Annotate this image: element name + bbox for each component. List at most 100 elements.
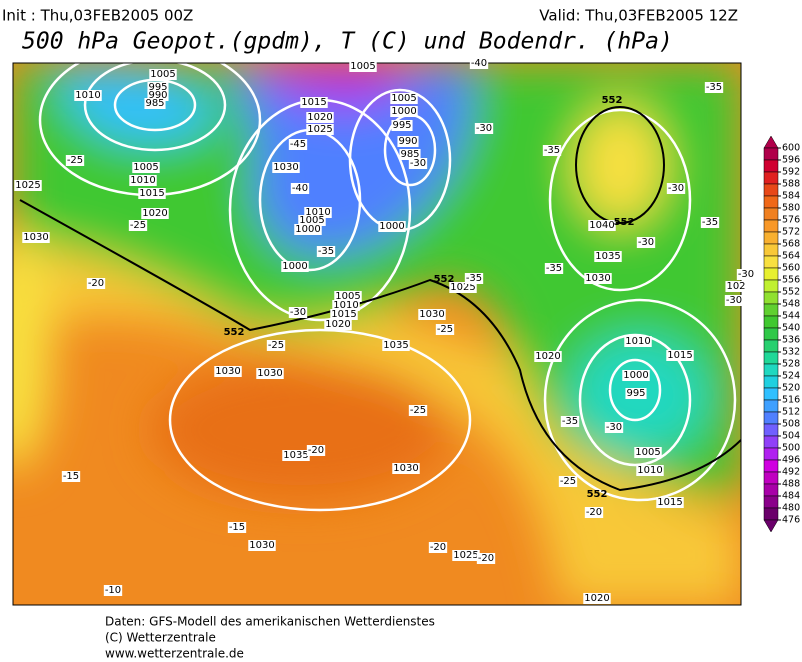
label-box	[656, 497, 684, 508]
contour-label: -20	[586, 507, 602, 518]
label-box	[141, 208, 169, 219]
contour-label: 1020	[325, 319, 350, 330]
colorbar-band	[763, 243, 779, 257]
init-time: Init : Thu,03FEB2005 00Z	[2, 7, 193, 25]
contour-label: -25	[410, 405, 426, 416]
label-box	[634, 447, 662, 458]
label-box	[399, 149, 421, 160]
contour-label: -25	[130, 220, 146, 231]
contour-label: 1010	[130, 175, 155, 186]
colorbar-tick-label: 496	[782, 455, 800, 466]
colorbar-band	[763, 195, 779, 209]
contour-label: 1015	[139, 188, 164, 199]
label-box	[542, 145, 562, 156]
contour-label: 1005	[350, 61, 375, 72]
colorbar-tick-label: 480	[782, 503, 800, 514]
label-box	[704, 82, 724, 93]
label-box	[584, 273, 612, 284]
label-box	[724, 295, 744, 306]
colorbar-tick-label: 584	[782, 191, 800, 202]
contour-label: -35	[318, 246, 334, 257]
label-box	[214, 366, 242, 377]
colorbar-band	[763, 255, 779, 269]
label-box	[560, 416, 580, 427]
colorbar-tick-label: 476	[782, 515, 800, 526]
label-box	[138, 188, 166, 199]
label-box	[464, 273, 484, 284]
contour-label: -35	[546, 263, 562, 274]
colorbar-band	[763, 411, 779, 425]
footer-line: (C) Wetterzentrale	[105, 631, 216, 645]
colorbar-tick-label: 600	[782, 143, 800, 154]
label-box	[583, 593, 611, 604]
colorbar-tick-label: 520	[782, 383, 800, 394]
label-box	[544, 263, 564, 274]
contour-label: -20	[88, 278, 104, 289]
label-box	[248, 540, 276, 551]
contour-label: 1005	[335, 291, 360, 302]
colorbar-tick-label: 512	[782, 407, 800, 418]
colorbar-band	[763, 207, 779, 221]
contour-label: 1035	[595, 251, 620, 262]
label-box	[452, 550, 480, 561]
label-box	[129, 175, 157, 186]
colorbar-tick-label: 572	[782, 227, 800, 238]
label-box	[144, 98, 166, 109]
contour-label: 552	[434, 274, 455, 285]
label-box	[288, 139, 308, 150]
colorbar-band	[763, 315, 779, 329]
valid-time: Valid: Thu,03FEB2005 12Z	[539, 7, 738, 25]
label-box	[408, 405, 428, 416]
map-frame	[12, 62, 742, 606]
contour-label: 1030	[249, 540, 274, 551]
contour-label: 1020	[584, 593, 609, 604]
contour-label: 1000	[623, 370, 648, 381]
label-box	[306, 445, 326, 456]
label-box	[604, 422, 624, 433]
contour-label: 552	[614, 217, 635, 228]
label-box	[397, 136, 419, 147]
colorbar-tick-label: 548	[782, 299, 800, 310]
colorbar-band	[763, 219, 779, 233]
label-box	[61, 471, 81, 482]
contour-label: -30	[290, 307, 306, 318]
label-box	[622, 370, 650, 381]
colorbar-tick-label: 528	[782, 359, 800, 370]
contour-label: 985	[400, 149, 419, 160]
colorbar-band	[763, 231, 779, 245]
contour-label: 1015	[331, 309, 356, 320]
contour-label: 995	[148, 82, 167, 93]
contour-label: -20	[308, 445, 324, 456]
label-box	[636, 465, 664, 476]
label-box	[304, 207, 332, 218]
contour-label: 1000	[282, 261, 307, 272]
contour-label: 1005	[133, 162, 158, 173]
contour-label: 1015	[657, 497, 682, 508]
colorbar-tick-label: 516	[782, 395, 800, 406]
contour-label: 1020	[142, 208, 167, 219]
contour-label: -30	[410, 158, 426, 169]
label-box	[449, 282, 477, 293]
contour-label: -35	[562, 416, 578, 427]
colorbar-band	[763, 339, 779, 353]
label-box	[306, 124, 334, 135]
contour-label: 552	[224, 327, 245, 338]
contour-label: 1010	[637, 465, 662, 476]
contour-label: 1010	[625, 336, 650, 347]
map	[13, 63, 741, 605]
contour-label: 1030	[23, 232, 48, 243]
label-box	[725, 281, 747, 292]
colorbar-band	[763, 447, 779, 461]
label-box	[288, 307, 308, 318]
contour-label: -25	[67, 155, 83, 166]
contour-label: -30	[476, 123, 492, 134]
contour-label: 1015	[301, 97, 326, 108]
contour-label: 1030	[273, 162, 298, 173]
label-box	[65, 155, 85, 166]
contour-label: 1000	[379, 221, 404, 232]
label-box	[294, 224, 322, 235]
label-box	[624, 336, 652, 347]
colorbar-band	[763, 375, 779, 389]
contour-label: 1025	[453, 550, 478, 561]
label-box	[281, 261, 309, 272]
